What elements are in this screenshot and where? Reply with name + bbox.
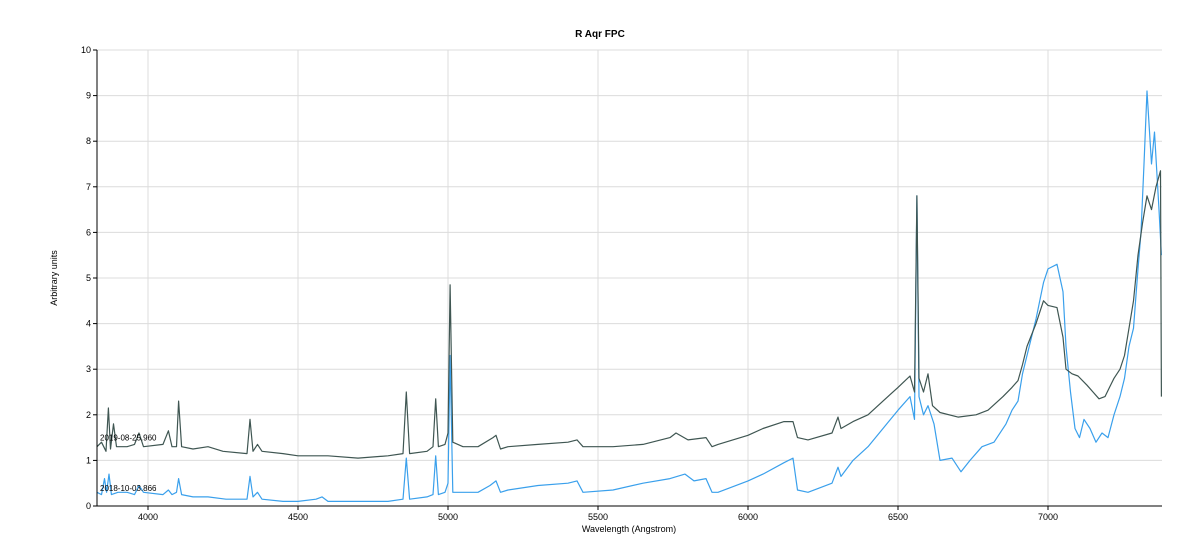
x-tick-label: 4000 (138, 512, 158, 522)
x-tick-label: 6500 (888, 512, 908, 522)
series-lines (96, 90, 1162, 502)
y-tick-label: 9 (86, 91, 91, 101)
series-labels: 2019-08-25.960 2018-10-03.866 (100, 434, 157, 493)
x-tick-label: 7000 (1038, 512, 1058, 522)
y-tick-label: 7 (86, 182, 91, 192)
y-tick-label: 1 (86, 455, 91, 465)
x-tick-label: 5000 (438, 512, 458, 522)
x-tick-label: 4500 (288, 512, 308, 522)
y-tick-label: 8 (86, 136, 91, 146)
y-tick-label: 0 (86, 501, 91, 511)
series-line (96, 170, 1162, 459)
y-tick-label: 10 (81, 45, 91, 55)
series-line (96, 90, 1162, 502)
series-label: 2018-10-03.866 (100, 484, 157, 493)
chart-title: R Aqr FPC (575, 29, 625, 40)
y-axis-label: Arbitrary units (49, 250, 59, 306)
x-tick-label: 5500 (588, 512, 608, 522)
y-tick-label: 6 (86, 227, 91, 237)
x-axis-label: Wavelength (Angstrom) (582, 524, 676, 534)
y-tick-label: 3 (86, 364, 91, 374)
y-tick-label: 5 (86, 273, 91, 283)
y-tick-label: 2 (86, 410, 91, 420)
grid (97, 49, 1162, 507)
y-tick-label: 4 (86, 319, 91, 329)
series-label: 2019-08-25.960 (100, 434, 157, 443)
axes: 4000 4500 5000 5500 6000 6500 7000 0 1 2 3 4 5 6 7 8 9 10 (81, 45, 1162, 522)
x-tick-label: 6000 (738, 512, 758, 522)
